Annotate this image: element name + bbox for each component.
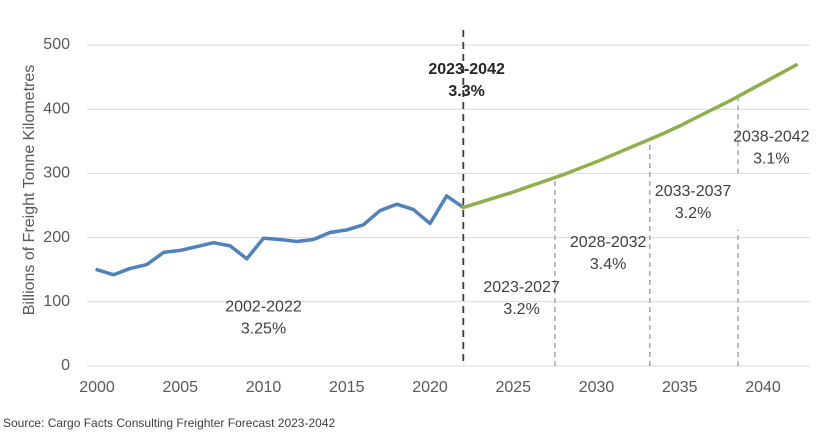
annotation-p1-rate: 3.2%: [503, 301, 539, 318]
x-axis-ticks: 2000 2005 2010 2015 2020 2025 2030 2035 2040: [79, 379, 781, 396]
annotation-p1-period: 2023-2027: [483, 279, 560, 296]
x-tick-label: 2005: [162, 379, 198, 396]
forecast-line: [461, 63, 799, 210]
annotation-hist-period: 2002-2022: [225, 298, 302, 315]
y-axis-label: Billions of Freight Tonne Kilometres: [21, 65, 38, 316]
x-tick-label: 2025: [495, 379, 531, 396]
series-lines: [95, 63, 799, 277]
annotation-p2-rate: 3.4%: [590, 256, 626, 273]
historical-line: [95, 194, 466, 277]
annotation-p4-rate: 3.1%: [753, 150, 789, 167]
y-tick-label: 100: [43, 293, 70, 310]
x-tick-label: 2015: [329, 379, 365, 396]
y-tick-label: 0: [61, 357, 70, 374]
annotation-overall-period: 2023-2042: [428, 61, 505, 78]
annotation-overall-rate: 3.3%: [448, 83, 484, 100]
annotation-p2-period: 2028-2032: [570, 234, 647, 251]
x-tick-label: 2020: [412, 379, 448, 396]
y-tick-label: 500: [43, 36, 70, 53]
period-markers: [554, 98, 739, 366]
annotation-p4-period: 2038-2042: [733, 128, 810, 145]
y-tick-label: 300: [43, 165, 70, 182]
y-tick-label: 200: [43, 229, 70, 246]
x-tick-label: 2000: [79, 379, 115, 396]
y-axis-ticks: 0 100 200 300 400 500: [43, 36, 70, 374]
annotation-p3-period: 2033-2037: [655, 183, 732, 200]
x-tick-label: 2040: [745, 379, 781, 396]
annotation-hist-rate: 3.25%: [241, 320, 286, 337]
x-tick-label: 2035: [662, 379, 698, 396]
annotation-p3-rate: 3.2%: [675, 205, 711, 222]
y-tick-label: 400: [43, 100, 70, 117]
annotations: 2002-2022 3.25% 2023-2042 3.3% 2023-2027 3.2%…: [225, 61, 809, 338]
x-tick-label: 2030: [579, 379, 615, 396]
source-note: Source: Cargo Facts Consulting Freighter…: [3, 416, 335, 430]
x-tick-label: 2010: [246, 379, 282, 396]
gridlines: [87, 44, 810, 367]
